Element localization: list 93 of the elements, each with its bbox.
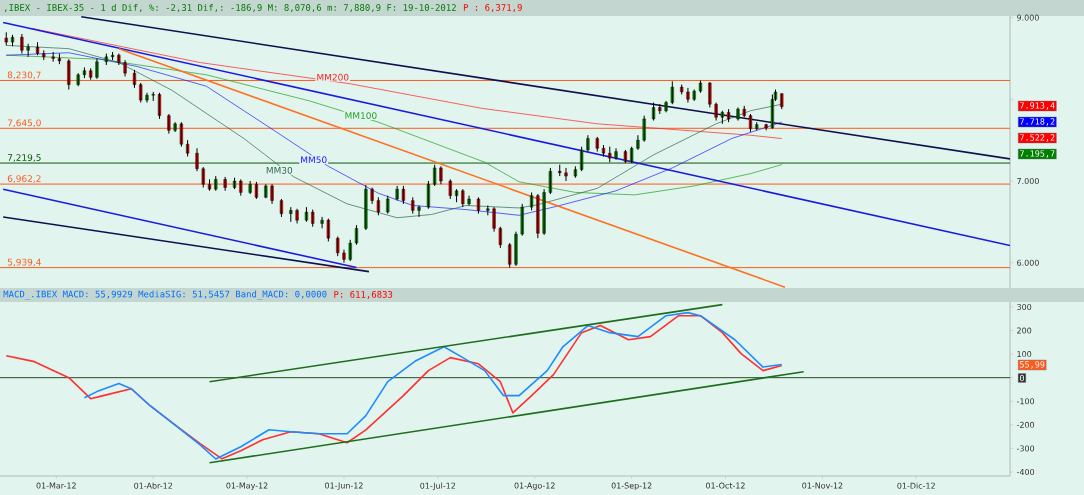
candlestick <box>157 92 162 120</box>
candlestick <box>248 180 252 195</box>
candlestick <box>461 188 465 208</box>
candlestick <box>520 203 524 237</box>
text: 7.522,2 <box>1020 134 1055 142</box>
candlestick <box>151 91 155 102</box>
chart-subtitle: P: 611,6833 <box>334 291 393 299</box>
candlestick <box>720 110 724 125</box>
candlestick <box>354 224 359 246</box>
candlestick <box>304 206 309 223</box>
candlestick <box>748 113 753 133</box>
candlestick <box>580 146 584 172</box>
candlestick <box>4 31 8 46</box>
candlestick <box>742 105 746 118</box>
candlestick <box>214 175 218 192</box>
candlestick <box>642 115 646 143</box>
candlestick <box>448 178 452 200</box>
candlestick <box>595 136 599 153</box>
ref-line-label: 5,939,4 <box>7 258 41 267</box>
candlestick <box>692 89 696 102</box>
candlestick <box>132 69 137 89</box>
candlestick <box>498 226 502 249</box>
candlestick <box>623 149 628 164</box>
candlestick <box>698 80 703 94</box>
text: 7.913,4 <box>1020 102 1055 110</box>
candlestick <box>42 49 46 61</box>
series-label: MM200 <box>317 73 349 81</box>
series-label: MM50 <box>301 156 327 164</box>
candlestick <box>508 242 512 269</box>
candlestick <box>336 236 340 257</box>
candlestick <box>35 41 40 56</box>
candlestick <box>311 209 315 228</box>
candlestick <box>348 239 352 262</box>
candlestick <box>186 139 190 157</box>
candlestick <box>658 103 662 115</box>
candlestick <box>476 196 481 215</box>
candlestick <box>232 177 237 190</box>
chart-title: MACD_.IBEX MACD: 55,9929 MediaSIG: 51,5457 Band_MACD: 0,0000 <box>3 290 327 300</box>
chart-title: ,IBEX - IBEX-35 - 1 d Dif, %: -2,31 Dif,: -186,9 M: 8,070,6 m: 7,880,9 F: 19-10-2012 <box>4 3 456 13</box>
candlestick <box>76 72 80 87</box>
candlestick <box>10 34 15 47</box>
candlestick <box>558 164 562 177</box>
candlestick <box>548 167 552 195</box>
candlestick <box>433 164 437 187</box>
candlestick <box>254 181 259 200</box>
ref-line-label: 6,962,2 <box>7 175 41 183</box>
candlestick <box>770 93 774 130</box>
text: 7.718,2 <box>1020 118 1055 126</box>
candlestick <box>201 166 205 189</box>
series-label: MM100 <box>345 112 377 119</box>
candlestick <box>104 53 108 66</box>
candlestick <box>110 51 115 61</box>
text: 55,99 <box>1020 361 1045 369</box>
candlestick <box>529 191 534 211</box>
ref-line-label: 7,219,5 <box>7 154 41 162</box>
candlestick <box>454 188 459 203</box>
candlestick <box>239 178 243 197</box>
chart-subtitle: P : 6,371,9 <box>463 4 522 12</box>
candlestick <box>117 53 121 66</box>
text: 0 <box>1019 374 1024 382</box>
candlestick <box>386 195 390 215</box>
ref-line-label: 7,645,0 <box>7 119 41 128</box>
series-label: MM30 <box>266 166 293 174</box>
candlestick <box>376 196 380 216</box>
candlestick <box>486 205 490 216</box>
candlestick <box>89 67 93 81</box>
candlestick <box>51 51 55 63</box>
candlestick <box>608 146 612 163</box>
candlestick <box>264 183 268 199</box>
candlestick <box>179 121 183 148</box>
candlestick <box>680 84 684 95</box>
candlestick <box>727 108 731 123</box>
text: 7.195,7 <box>1020 150 1055 158</box>
candlestick <box>401 185 405 205</box>
candlestick <box>426 180 431 210</box>
candlestick <box>411 196 415 215</box>
candlestick <box>57 53 62 65</box>
candlestick <box>670 80 674 105</box>
candlestick <box>780 93 784 110</box>
candlestick <box>708 81 712 108</box>
candlestick <box>67 58 71 91</box>
candlestick <box>630 146 634 164</box>
candlestick <box>573 165 577 179</box>
candlestick <box>326 218 330 242</box>
candlestick <box>82 66 87 79</box>
candlestick <box>279 198 284 218</box>
candlestick <box>755 121 759 131</box>
ref-line-label: 8,230,7 <box>7 71 41 80</box>
candlestick <box>601 144 606 157</box>
candlestick <box>207 178 212 192</box>
candlestick <box>289 206 293 223</box>
candlestick <box>651 102 656 122</box>
candlestick <box>139 82 143 104</box>
